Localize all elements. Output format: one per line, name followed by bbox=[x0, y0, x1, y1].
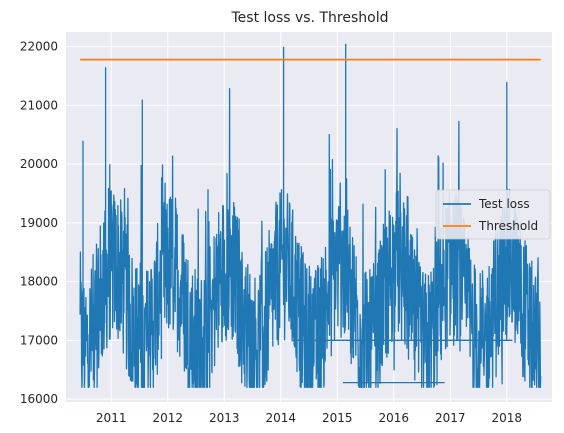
y-tick-label: 20000 bbox=[20, 157, 58, 171]
y-tick-label: 19000 bbox=[20, 216, 58, 230]
x-tick-label: 2015 bbox=[322, 411, 353, 425]
x-tick-label: 2018 bbox=[492, 411, 523, 425]
y-tick-label: 22000 bbox=[20, 40, 58, 54]
x-tick-label: 2016 bbox=[378, 411, 409, 425]
legend-label-threshold: Threshold bbox=[478, 219, 538, 233]
legend: Test loss Threshold bbox=[435, 189, 551, 240]
chart-title: Test loss vs. Threshold bbox=[231, 10, 389, 26]
y-tick-label: 21000 bbox=[20, 98, 58, 112]
x-tick-label: 2011 bbox=[96, 411, 127, 425]
x-tick-label: 2014 bbox=[265, 411, 296, 425]
y-tick-label: 17000 bbox=[20, 333, 58, 347]
x-tick-label: 2017 bbox=[435, 411, 466, 425]
tick-labels: 2011 2012 2013 2014 2015 2016 2017 2018 16000 170… bbox=[20, 40, 522, 425]
legend-label-test-loss: Test loss bbox=[478, 197, 530, 211]
y-tick-label: 18000 bbox=[20, 275, 58, 289]
x-tick-label: 2012 bbox=[152, 411, 183, 425]
y-tick-label: 16000 bbox=[20, 392, 58, 406]
x-tick-label: 2013 bbox=[209, 411, 240, 425]
